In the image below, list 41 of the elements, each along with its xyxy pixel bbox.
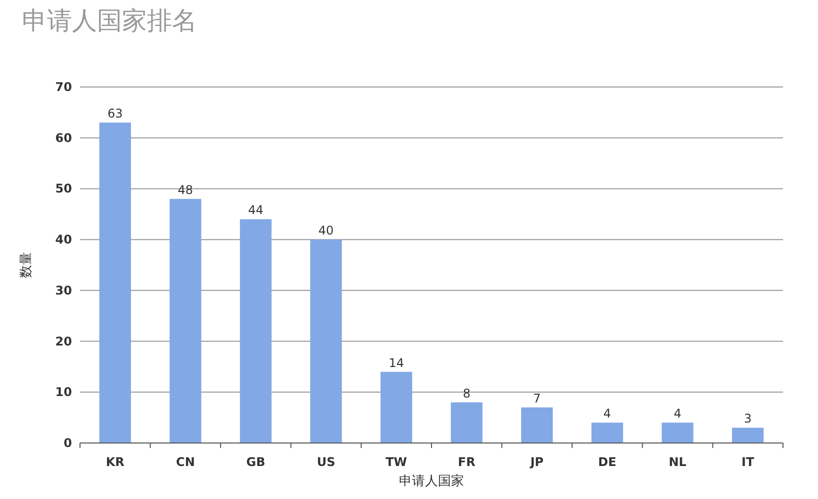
bar xyxy=(310,240,342,443)
chart-title: 申请人国家排名 xyxy=(22,6,197,35)
bar xyxy=(450,402,482,443)
x-tick-label: GB xyxy=(246,455,266,469)
y-tick-label: 20 xyxy=(55,334,72,348)
x-tick-label: IT xyxy=(742,455,755,469)
x-tick-label: TW xyxy=(386,455,408,469)
data-label: 7 xyxy=(533,391,541,406)
y-tick-label: 40 xyxy=(55,232,72,247)
data-label: 4 xyxy=(674,406,682,421)
y-tick-label: 30 xyxy=(55,283,72,298)
x-tick-label: CN xyxy=(176,455,195,469)
x-axis-title: 申请人国家 xyxy=(399,473,464,489)
x-tick-label: US xyxy=(316,455,336,469)
x-tick-label: JP xyxy=(529,455,544,469)
y-tick-label: 70 xyxy=(55,80,72,94)
bar xyxy=(732,428,764,443)
data-label: 44 xyxy=(248,203,264,218)
x-tick-label: DE xyxy=(598,455,616,469)
data-label: 40 xyxy=(318,224,334,238)
x-tick-label: NL xyxy=(668,455,687,469)
y-tick-label: 0 xyxy=(64,436,72,450)
data-label: 8 xyxy=(462,386,470,400)
bar xyxy=(240,219,272,443)
y-axis-title: 数量 xyxy=(19,252,34,278)
bar xyxy=(99,122,131,443)
y-tick-label: 60 xyxy=(55,130,72,145)
x-tick-label: FR xyxy=(458,455,476,469)
data-label: 48 xyxy=(178,182,194,197)
data-label: 4 xyxy=(603,406,612,421)
y-tick-label: 50 xyxy=(55,182,72,196)
data-label: 63 xyxy=(108,106,123,121)
bar xyxy=(591,422,624,443)
bar xyxy=(170,198,202,443)
y-tick-label: 10 xyxy=(55,385,72,400)
bar xyxy=(380,372,412,443)
x-tick-label: KR xyxy=(106,455,124,469)
bar xyxy=(521,407,553,443)
data-label: 3 xyxy=(744,412,752,426)
data-label: 14 xyxy=(388,356,404,370)
bar xyxy=(662,422,694,443)
